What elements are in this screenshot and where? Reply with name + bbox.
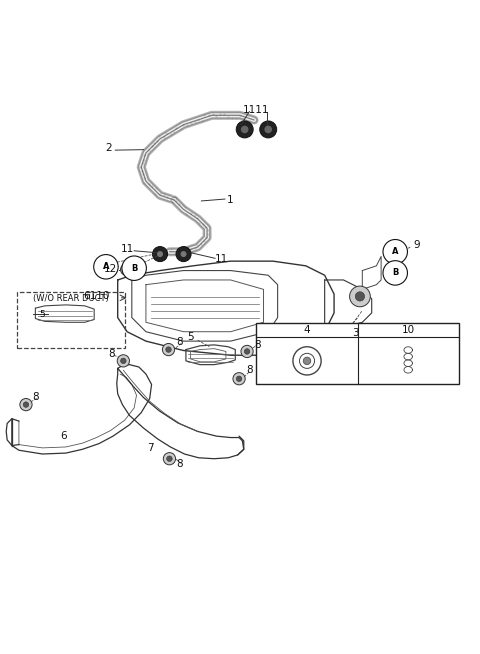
Text: 6: 6 bbox=[60, 431, 67, 441]
Text: 11: 11 bbox=[120, 245, 134, 254]
Text: 8: 8 bbox=[32, 392, 39, 402]
Circle shape bbox=[383, 239, 408, 264]
Circle shape bbox=[120, 264, 132, 275]
Text: A: A bbox=[103, 262, 109, 271]
Text: 10: 10 bbox=[402, 325, 415, 336]
Circle shape bbox=[162, 343, 175, 356]
Text: A: A bbox=[392, 247, 398, 256]
Circle shape bbox=[264, 126, 272, 133]
Circle shape bbox=[122, 256, 146, 281]
Circle shape bbox=[20, 398, 32, 411]
Text: 1111: 1111 bbox=[243, 105, 270, 114]
Circle shape bbox=[236, 121, 253, 138]
Text: 8: 8 bbox=[254, 340, 261, 350]
Circle shape bbox=[157, 251, 163, 257]
Bar bbox=[256, 323, 459, 385]
Circle shape bbox=[349, 286, 370, 307]
Circle shape bbox=[244, 349, 250, 354]
Text: 5: 5 bbox=[39, 310, 45, 318]
Text: 12: 12 bbox=[104, 264, 117, 273]
Circle shape bbox=[241, 345, 253, 358]
Circle shape bbox=[383, 261, 408, 285]
Circle shape bbox=[94, 254, 118, 279]
Text: 8: 8 bbox=[177, 459, 183, 470]
Text: B: B bbox=[392, 268, 398, 277]
Circle shape bbox=[120, 358, 126, 364]
Text: 6110: 6110 bbox=[84, 292, 110, 301]
Circle shape bbox=[303, 357, 311, 365]
Text: 8: 8 bbox=[109, 349, 115, 359]
Circle shape bbox=[117, 354, 130, 367]
Text: 7: 7 bbox=[147, 443, 154, 453]
Text: 5: 5 bbox=[187, 332, 194, 342]
Text: 8: 8 bbox=[177, 337, 183, 347]
Circle shape bbox=[163, 453, 176, 465]
Circle shape bbox=[180, 251, 187, 257]
Circle shape bbox=[153, 247, 168, 262]
Circle shape bbox=[260, 121, 276, 138]
Text: B: B bbox=[131, 264, 137, 273]
Text: (W/O REAR DUCT): (W/O REAR DUCT) bbox=[33, 294, 108, 303]
Circle shape bbox=[166, 347, 171, 353]
Circle shape bbox=[355, 292, 365, 301]
Circle shape bbox=[23, 402, 29, 407]
Text: 4: 4 bbox=[304, 325, 311, 336]
Text: 2: 2 bbox=[105, 143, 112, 153]
Circle shape bbox=[124, 267, 129, 272]
Circle shape bbox=[233, 373, 245, 385]
Circle shape bbox=[241, 126, 249, 133]
Text: 11: 11 bbox=[215, 254, 228, 264]
Text: 9: 9 bbox=[413, 239, 420, 250]
Circle shape bbox=[176, 247, 191, 262]
Circle shape bbox=[167, 456, 172, 462]
Circle shape bbox=[236, 376, 242, 381]
Text: 1: 1 bbox=[227, 195, 234, 205]
Text: 8: 8 bbox=[246, 366, 253, 375]
Text: 3: 3 bbox=[352, 328, 359, 337]
